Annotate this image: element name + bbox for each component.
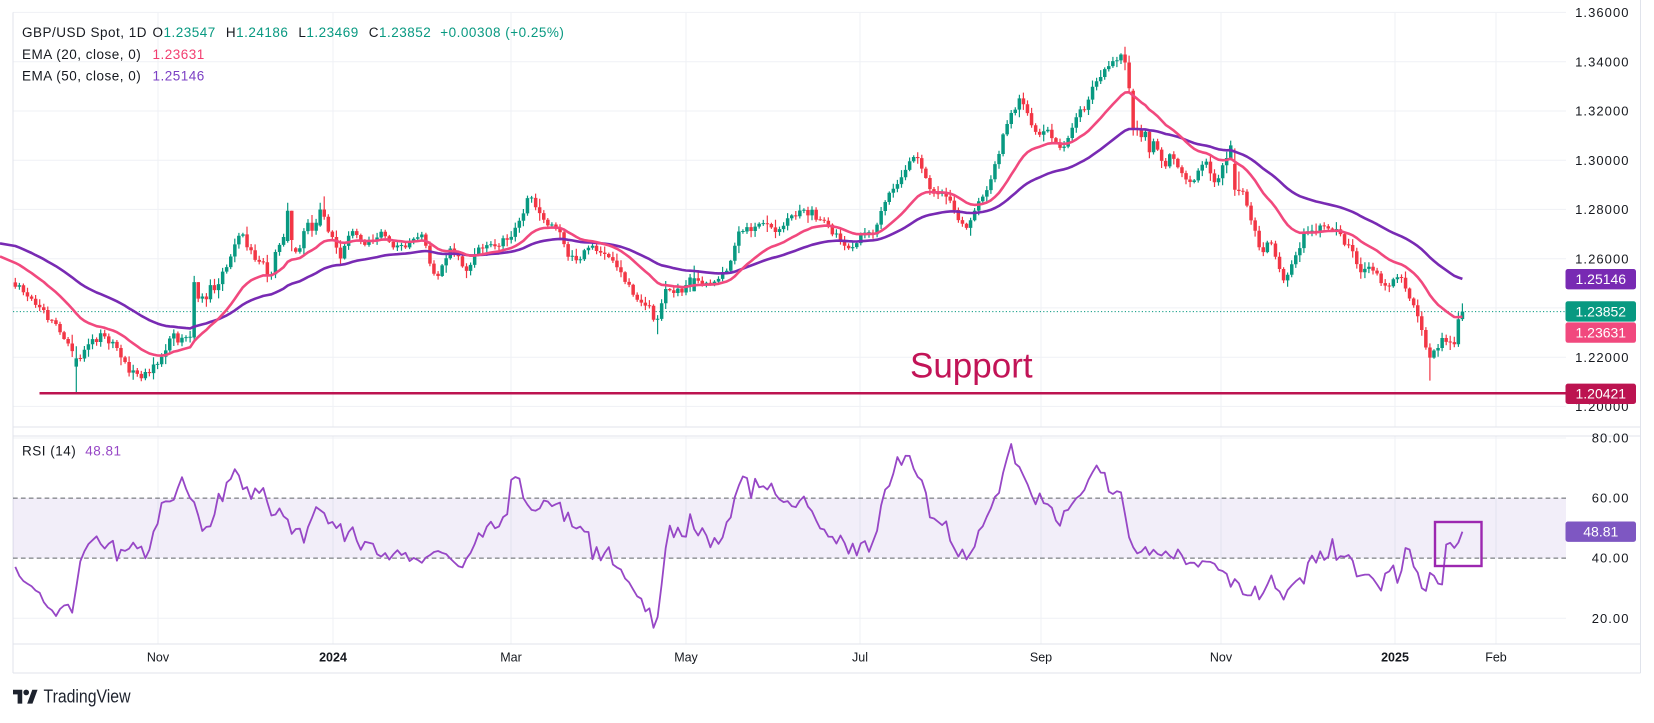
svg-text:EMA (50, close, 0)1.25146: EMA (50, close, 0) 1.25146 [22,68,205,83]
svg-text:Feb: Feb [1485,651,1507,665]
svg-text:TradingView: TradingView [44,686,132,707]
svg-text:1.26000: 1.26000 [1575,251,1629,266]
svg-text:80.00: 80.00 [1592,431,1630,446]
svg-text:48.81: 48.81 [1583,524,1618,540]
svg-text:1.23631: 1.23631 [1575,325,1626,341]
svg-text:1.28000: 1.28000 [1575,202,1629,217]
svg-text:1.32000: 1.32000 [1575,104,1629,119]
svg-text:May: May [674,651,698,665]
svg-text:Mar: Mar [500,651,522,665]
svg-text:1.30000: 1.30000 [1575,153,1629,168]
svg-text:Nov: Nov [1210,651,1233,665]
svg-text:Nov: Nov [147,651,170,665]
svg-text:Support: Support [910,347,1033,386]
svg-text:1.20421: 1.20421 [1575,386,1626,402]
svg-text:1.36000: 1.36000 [1575,5,1629,20]
svg-text:1.23852: 1.23852 [1575,303,1626,319]
svg-text:60.00: 60.00 [1592,491,1630,506]
svg-text:20.00: 20.00 [1592,611,1630,626]
svg-text:1.34000: 1.34000 [1575,54,1629,69]
svg-text:1.22000: 1.22000 [1575,350,1629,365]
svg-text:Sep: Sep [1030,651,1052,665]
svg-text:Jul: Jul [852,651,868,665]
svg-text:RSI (14)48.81: RSI (14) 48.81 [22,444,122,459]
svg-text:EMA (20, close, 0)1.23631: EMA (20, close, 0) 1.23631 [22,47,205,62]
svg-text:40.00: 40.00 [1592,551,1630,566]
svg-text:1.25146: 1.25146 [1575,271,1626,287]
svg-text:2025: 2025 [1381,651,1409,665]
svg-text:2024: 2024 [319,651,347,665]
